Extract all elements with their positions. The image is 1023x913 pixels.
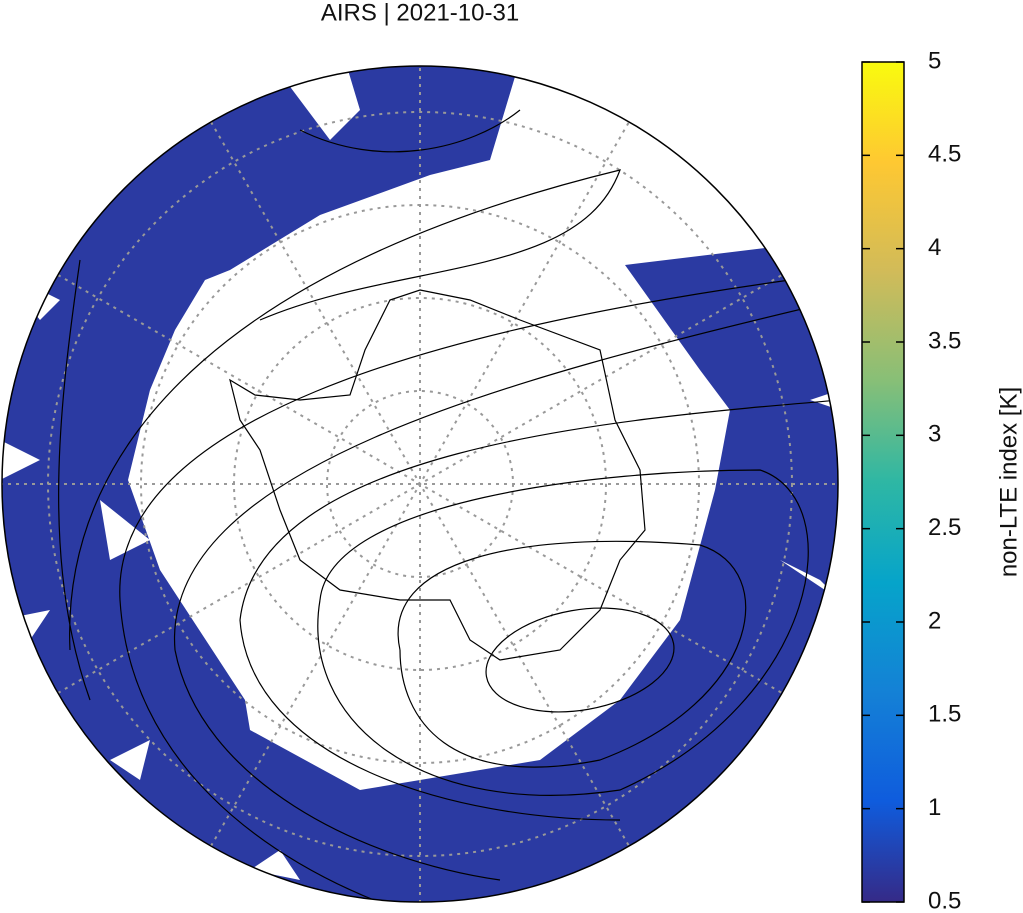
colorbar: [861, 61, 905, 903]
map-border: [1, 65, 839, 903]
map-disk: [0, 0, 900, 902]
colorbar-tick-label: 4.5: [928, 141, 961, 168]
coastline: [229, 289, 646, 661]
map-title: AIRS | 2021-10-31: [321, 0, 519, 26]
contours: [58, 109, 838, 902]
colorbar-tick-label: 5: [928, 47, 941, 74]
colorbar-tick-label: 3: [928, 421, 941, 448]
colorbar-tick-label: 1.5: [928, 701, 961, 728]
no-data-region: [0, 0, 900, 790]
colorbar-tick-label: 3.5: [928, 327, 961, 354]
colorbar-label: non-LTE index [K]: [995, 387, 1022, 577]
colorbar-tick-label: 2: [928, 607, 941, 634]
colorbar-tick-label: 1: [928, 794, 941, 821]
colorbar-tick-label: 0.5: [928, 887, 961, 913]
colorbar-tick-label: 2.5: [928, 514, 961, 541]
colorbar-tick-label: 4: [928, 234, 941, 261]
graticule: [2, 66, 838, 902]
